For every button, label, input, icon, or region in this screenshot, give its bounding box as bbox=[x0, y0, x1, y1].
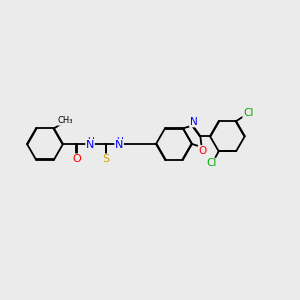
Text: H: H bbox=[116, 136, 122, 146]
Text: H: H bbox=[87, 136, 93, 146]
Text: Cl: Cl bbox=[243, 108, 253, 118]
Text: N: N bbox=[190, 117, 197, 127]
Text: O: O bbox=[198, 146, 207, 156]
Text: Cl: Cl bbox=[207, 158, 217, 168]
Text: N: N bbox=[86, 140, 94, 150]
Text: O: O bbox=[72, 154, 81, 164]
Text: CH₃: CH₃ bbox=[57, 116, 73, 125]
Text: S: S bbox=[102, 154, 109, 164]
Text: N: N bbox=[115, 140, 123, 150]
